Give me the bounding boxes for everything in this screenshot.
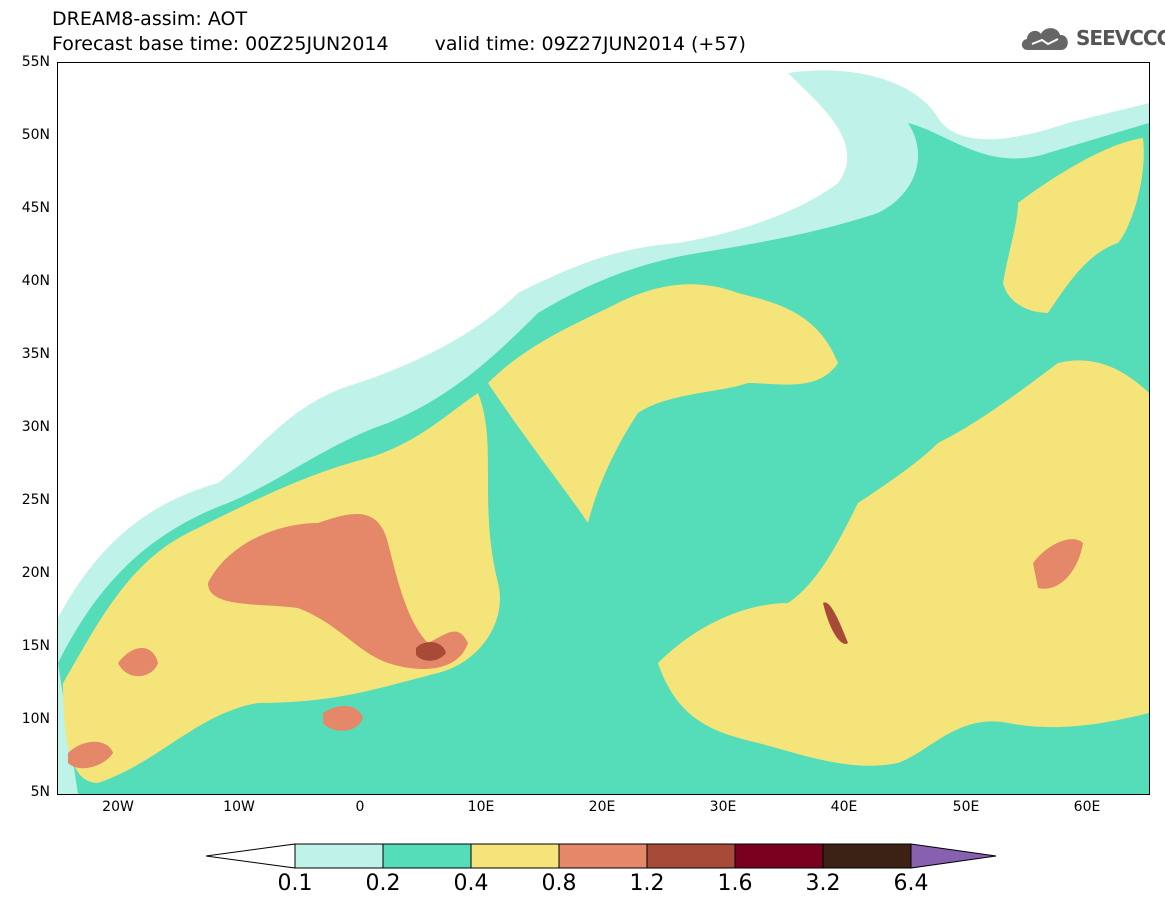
lat-label: 50N — [21, 127, 50, 143]
lon-label: 10E — [467, 799, 495, 815]
colorbar-label: 0.2 — [365, 871, 401, 896]
aot-band-0.8-sw — [68, 741, 113, 769]
colorbar-swatch — [646, 843, 736, 869]
lon-label: 20W — [102, 799, 134, 815]
lon-label: 0 — [355, 799, 365, 815]
aot-band-0.4-east — [658, 360, 1149, 766]
aot-band-0.8-nigeria — [323, 706, 363, 731]
aot-band-0.4-med — [488, 284, 838, 523]
lat-label: 5N — [30, 784, 50, 800]
colorbar-swatch — [294, 843, 384, 869]
colorbar-swatch — [558, 843, 648, 869]
colorbar-label: 1.2 — [629, 871, 665, 896]
colorbar-swatch-above — [910, 843, 997, 869]
aot-band-0.8-west — [118, 648, 158, 677]
aot-band-1.2 — [416, 641, 446, 661]
aot-band-0.8-sahara — [208, 514, 468, 669]
aot-band-0.4-ne — [1003, 138, 1144, 313]
forecast-times: Forecast base time: 00Z25JUN2014 valid ti… — [52, 33, 746, 55]
logo-text: SEEVCCC — [1076, 26, 1165, 50]
aot-band-0.8-oman — [1033, 539, 1083, 589]
lat-label: 20N — [21, 565, 50, 581]
lon-label: 50E — [952, 799, 980, 815]
colorbar-label: 0.4 — [453, 871, 489, 896]
seevccc-logo: SEEVCCC — [1018, 22, 1165, 56]
colorbar-label: 3.2 — [805, 871, 841, 896]
lon-label: 10W — [223, 799, 255, 815]
lat-label: 55N — [21, 54, 50, 70]
lon-label: 20E — [588, 799, 616, 815]
lat-label: 45N — [21, 200, 50, 216]
colorbar-swatch — [822, 843, 912, 869]
colorbar-label: 6.4 — [893, 871, 929, 896]
colorbar-swatch — [382, 843, 472, 869]
colorbar-swatches — [205, 843, 997, 869]
aot-field — [58, 70, 1149, 794]
colorbar-swatch — [734, 843, 824, 869]
aot-band-1.2-red-sea — [823, 602, 848, 644]
aot-map — [57, 62, 1150, 795]
lat-label: 15N — [21, 638, 50, 654]
lat-label: 40N — [21, 273, 50, 289]
valid-time: valid time: 09Z27JUN2014 (+57) — [434, 33, 746, 55]
colorbar-label: 0.1 — [277, 871, 313, 896]
lon-label: 60E — [1073, 799, 1101, 815]
colorbar-swatch-below — [205, 843, 296, 869]
colorbar-label: 0.8 — [541, 871, 577, 896]
lon-label: 30E — [709, 799, 737, 815]
lat-label: 30N — [21, 419, 50, 435]
colorbar-swatch — [470, 843, 560, 869]
cloud-icon — [1021, 28, 1068, 50]
map-title: DREAM8-assim: AOT — [52, 8, 248, 30]
lat-label: 35N — [21, 346, 50, 362]
colorbar-label: 1.6 — [717, 871, 753, 896]
aot-colorbar — [205, 843, 998, 869]
lat-label: 25N — [21, 492, 50, 508]
base-time: Forecast base time: 00Z25JUN2014 — [52, 33, 389, 55]
lon-label: 40E — [830, 799, 858, 815]
lat-label: 10N — [21, 711, 50, 727]
